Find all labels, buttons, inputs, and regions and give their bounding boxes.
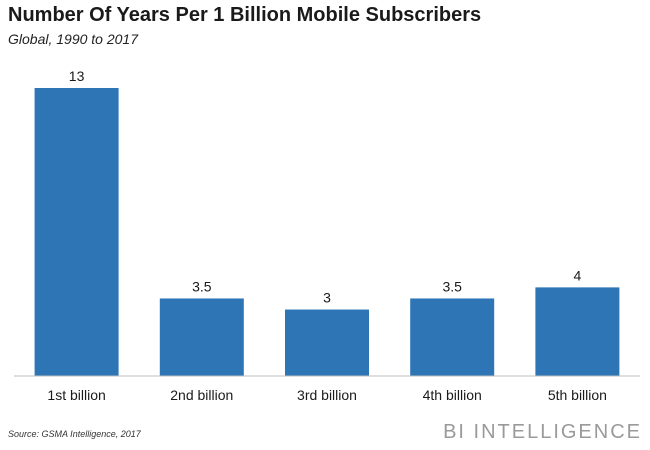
bar-2 — [159, 298, 244, 376]
chart-title: Number Of Years Per 1 Billion Mobile Sub… — [8, 4, 482, 26]
data-label: 13 — [69, 68, 85, 84]
source-note: Source: GSMA Intelligence, 2017 — [8, 429, 141, 439]
bar-4 — [410, 298, 495, 376]
bar-3 — [285, 309, 369, 376]
chart-subtitle: Global, 1990 to 2017 — [8, 31, 138, 47]
bar-5 — [535, 287, 620, 376]
bar-1 — [34, 88, 119, 376]
brand-logo: BI INTELLIGENCE — [443, 421, 642, 443]
x-tick-label: 3rd billion — [297, 387, 357, 403]
x-tick-label: 1st billion — [47, 387, 105, 403]
data-label: 3.5 — [192, 278, 212, 294]
data-label: 3.5 — [442, 278, 462, 294]
data-label: 4 — [574, 267, 582, 283]
data-label: 3 — [323, 290, 331, 306]
x-tick-label: 5th billion — [548, 387, 607, 403]
x-tick-label: 2nd billion — [170, 387, 233, 403]
x-tick-label: 4th billion — [423, 387, 482, 403]
